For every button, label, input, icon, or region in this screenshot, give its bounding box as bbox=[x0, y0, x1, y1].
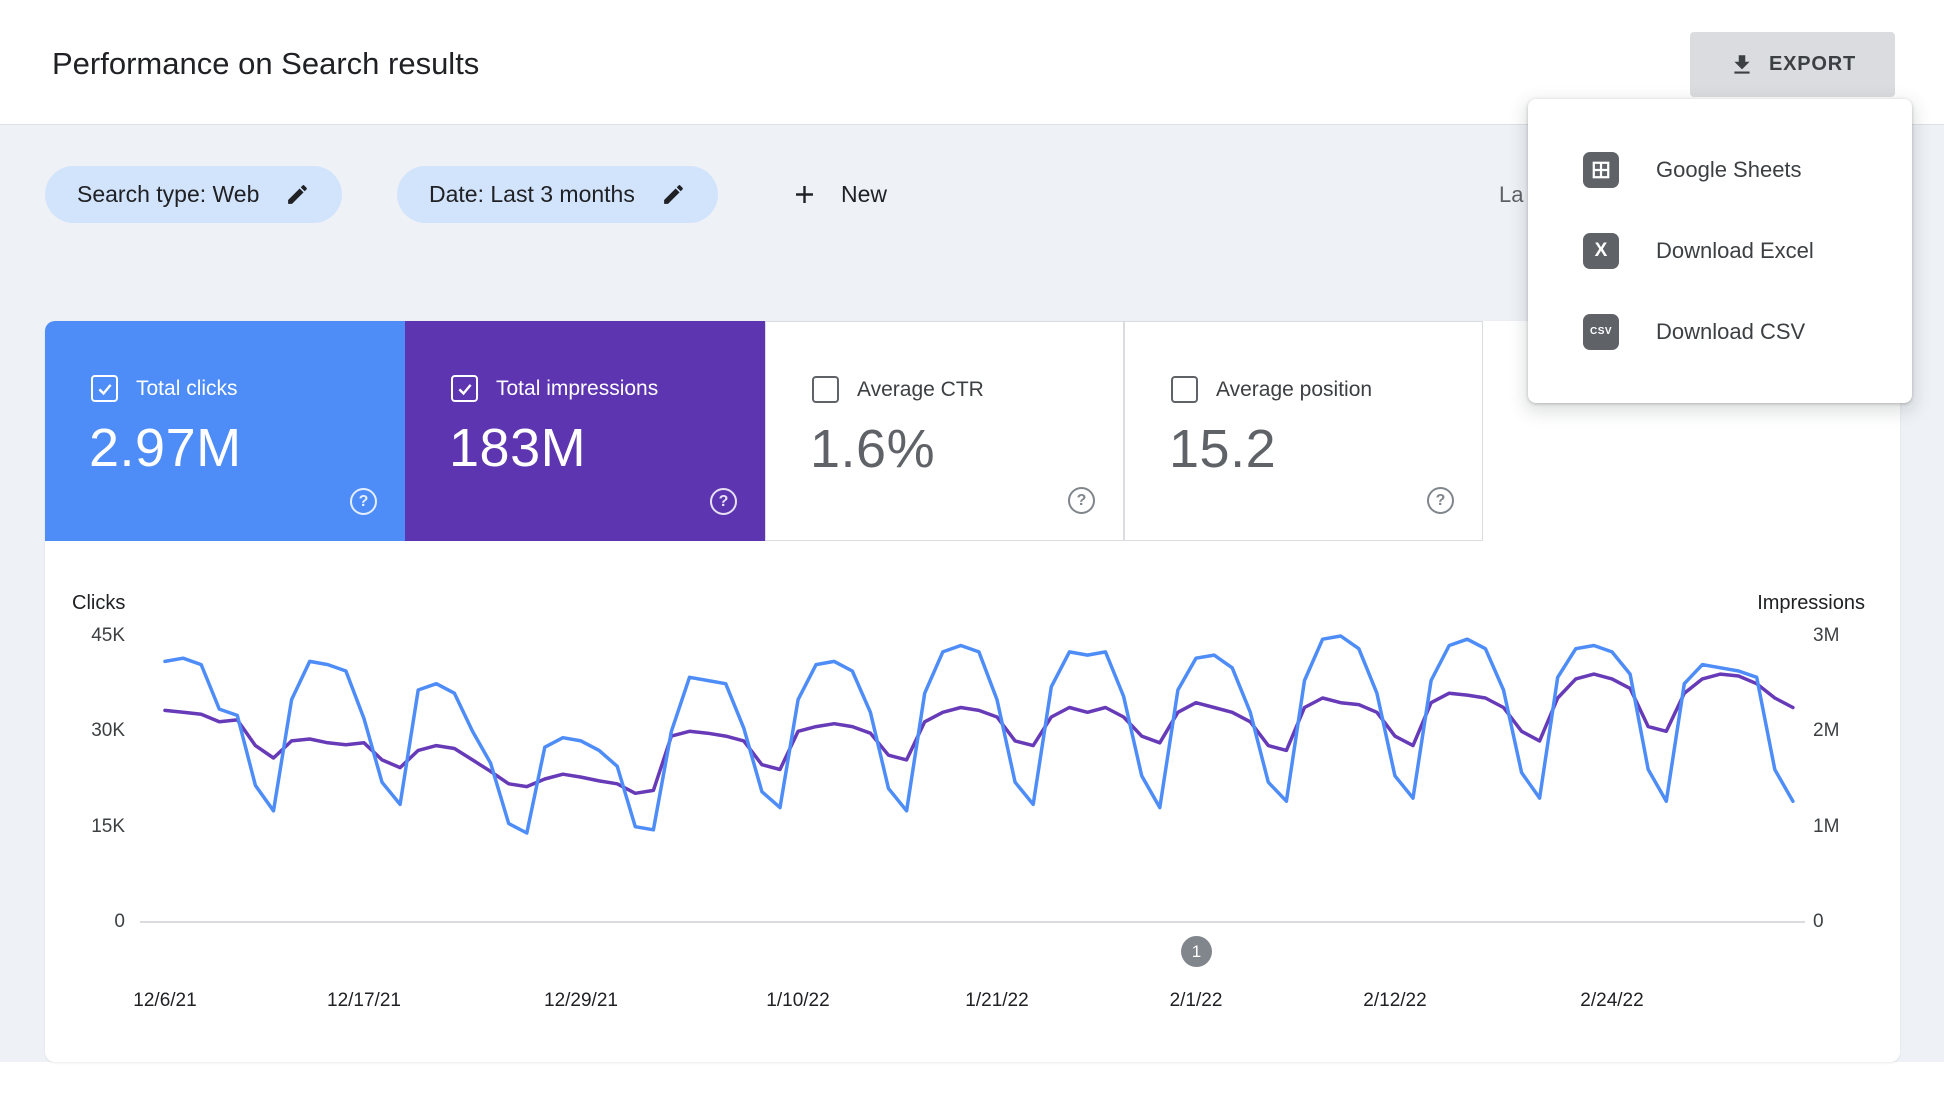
new-filter-label: New bbox=[841, 181, 888, 207]
metric-value: 183M bbox=[449, 418, 587, 478]
x-axis-label: 12/6/21 bbox=[133, 990, 197, 1011]
metric-label: Total impressions bbox=[496, 376, 659, 400]
metric-tile-total-impressions[interactable]: Total impressions 183M ? bbox=[405, 321, 765, 541]
left-axis-title: Clicks bbox=[72, 592, 126, 614]
help-icon[interactable]: ? bbox=[1427, 487, 1454, 514]
metric-tile-average-ctr[interactable]: Average CTR 1.6% ? bbox=[765, 321, 1124, 541]
last-updated-text-clipped: La bbox=[1499, 182, 1524, 207]
right-axis-tick: 0 bbox=[1813, 911, 1824, 932]
search-type-chip-label: Search type: Web bbox=[77, 181, 260, 207]
download-icon bbox=[1734, 54, 1750, 74]
page-title: Performance on Search results bbox=[52, 46, 480, 81]
excel-icon: X bbox=[1583, 232, 1619, 269]
left-axis-tick: 0 bbox=[114, 911, 125, 932]
x-axis-label: 1/21/22 bbox=[965, 990, 1029, 1011]
menu-item-download-excel[interactable]: X Download Excel bbox=[1528, 210, 1912, 291]
metric-label: Total clicks bbox=[136, 376, 238, 400]
edit-pencil-icon bbox=[663, 185, 683, 204]
metric-tile-average-position[interactable]: Average position 15.2 ? bbox=[1124, 321, 1483, 541]
menu-item-label: Google Sheets bbox=[1656, 156, 1802, 182]
menu-item-label: Download Excel bbox=[1656, 237, 1814, 263]
edit-pencil-icon bbox=[288, 185, 308, 204]
export-menu: Google Sheets X Download Excel CSV Downl… bbox=[1528, 99, 1912, 403]
report-panel: Total clicks 2.97M ? Total impressions 1… bbox=[45, 321, 1900, 1062]
search-type-chip[interactable]: Search type: Web bbox=[45, 166, 343, 223]
plus-icon bbox=[796, 186, 813, 203]
right-axis-tick: 2M bbox=[1813, 720, 1840, 741]
metric-value: 2.97M bbox=[89, 418, 242, 478]
x-axis-label: 12/29/21 bbox=[544, 990, 618, 1011]
x-axis-label: 1/10/22 bbox=[766, 990, 830, 1011]
metric-tile-header: Average CTR bbox=[812, 376, 984, 403]
metric-value: 1.6% bbox=[810, 419, 936, 479]
x-axis-label: 2/1/22 bbox=[1169, 990, 1223, 1011]
right-axis-tick: 1M bbox=[1813, 816, 1840, 837]
export-button-label: EXPORT bbox=[1768, 53, 1857, 75]
google-sheets-icon bbox=[1583, 151, 1619, 188]
export-button[interactable]: EXPORT bbox=[1690, 32, 1895, 97]
csv-icon: CSV bbox=[1583, 313, 1619, 350]
metric-tile-header: Average position bbox=[1171, 376, 1372, 403]
metric-tile-header: Total clicks bbox=[91, 375, 238, 402]
left-axis-tick: 15K bbox=[91, 816, 125, 837]
checkbox-unchecked-icon[interactable] bbox=[812, 376, 839, 403]
menu-item-download-csv[interactable]: CSV Download CSV bbox=[1528, 291, 1912, 372]
checkbox-checked-icon[interactable] bbox=[91, 375, 118, 402]
new-filter-button[interactable]: New bbox=[790, 166, 887, 223]
checkbox-checked-icon[interactable] bbox=[451, 375, 478, 402]
right-axis-title: Impressions bbox=[1757, 592, 1865, 614]
menu-item-label: Download CSV bbox=[1656, 318, 1806, 344]
help-icon[interactable]: ? bbox=[350, 488, 377, 515]
metric-label: Average CTR bbox=[857, 377, 984, 401]
right-axis-tick: 3M bbox=[1813, 625, 1840, 646]
help-icon[interactable]: ? bbox=[710, 488, 737, 515]
help-icon[interactable]: ? bbox=[1068, 487, 1095, 514]
metric-label: Average position bbox=[1216, 377, 1373, 401]
metric-tile-header: Total impressions bbox=[451, 375, 658, 402]
left-axis-tick: 45K bbox=[91, 625, 125, 646]
checkbox-unchecked-icon[interactable] bbox=[1171, 376, 1198, 403]
date-range-chip[interactable]: Date: Last 3 months bbox=[397, 166, 718, 223]
metric-value: 15.2 bbox=[1169, 419, 1277, 479]
header-divider bbox=[0, 124, 1944, 125]
menu-item-google-sheets[interactable]: Google Sheets bbox=[1528, 129, 1912, 210]
x-axis-label: 2/24/22 bbox=[1580, 990, 1644, 1011]
left-axis-tick: 30K bbox=[91, 720, 125, 741]
date-range-chip-label: Date: Last 3 months bbox=[429, 181, 635, 207]
chart-page-indicator[interactable]: 1 bbox=[1181, 936, 1212, 967]
x-axis-label: 12/17/21 bbox=[327, 990, 401, 1011]
x-axis-label: 2/12/22 bbox=[1363, 990, 1427, 1011]
metric-tile-total-clicks[interactable]: Total clicks 2.97M ? bbox=[45, 321, 405, 541]
